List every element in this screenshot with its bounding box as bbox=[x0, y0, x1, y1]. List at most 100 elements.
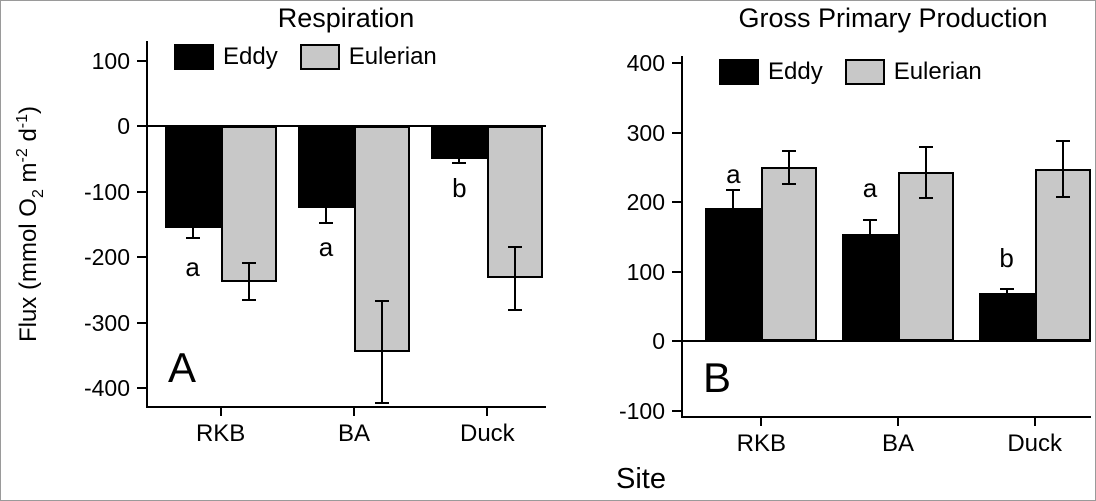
legend-label: Eddy bbox=[768, 58, 823, 85]
y-tick bbox=[137, 125, 146, 128]
error-bar-cap bbox=[726, 189, 741, 192]
panel-label: A bbox=[168, 344, 197, 391]
y-tick-label: -100 bbox=[618, 398, 665, 425]
x-category-label: RKB bbox=[195, 420, 246, 447]
bar-eddy-rkb bbox=[705, 207, 762, 342]
legend: Eddy Eulerian bbox=[719, 58, 982, 86]
x-tick bbox=[897, 418, 899, 426]
x-axis-label: Site bbox=[616, 463, 666, 495]
error-bar-cap bbox=[508, 308, 523, 311]
y-axis-label-part: Flux (mmol O bbox=[15, 198, 42, 343]
x-axis-line bbox=[146, 406, 546, 408]
legend: Eddy Eulerian bbox=[174, 43, 437, 71]
bar-eulerian-rkb bbox=[761, 167, 818, 342]
error-bar-cap bbox=[375, 402, 389, 405]
y-axis-label-part: ) bbox=[15, 105, 42, 114]
x-category-label: BA bbox=[337, 420, 370, 447]
y-tick-label: 400 bbox=[626, 49, 665, 76]
y-axis-label-part: d bbox=[15, 128, 42, 149]
y-axis-label: Flux (mmol O2 m-2 d-1) bbox=[14, 106, 48, 342]
y-tick-label: -200 bbox=[83, 244, 130, 271]
error-bar-cap bbox=[241, 262, 256, 265]
y-tick-label: -100 bbox=[83, 178, 130, 205]
panel-b-title: Gross Primary Production bbox=[738, 3, 1048, 33]
error-bar-cap bbox=[1055, 195, 1070, 198]
x-tick bbox=[1033, 418, 1036, 426]
y-axis-label-part: 2 bbox=[30, 189, 47, 199]
error-bar-line bbox=[381, 301, 383, 404]
legend-swatch-eddy bbox=[719, 59, 759, 85]
bar-eddy-duck bbox=[978, 292, 1035, 342]
error-bar-cap bbox=[782, 183, 797, 186]
y-tick-label: -400 bbox=[83, 375, 130, 402]
x-tick bbox=[219, 408, 222, 416]
y-tick bbox=[672, 131, 681, 134]
error-bar-cap bbox=[919, 145, 933, 148]
y-tick bbox=[137, 256, 146, 259]
y-tick bbox=[137, 59, 146, 62]
y-tick-label: 0 bbox=[117, 113, 130, 140]
gross-primary-production-plot: 400 300 200 100 0 -100 RKB a BA a Duck b Eddy Euleria… bbox=[619, 50, 1091, 457]
x-category-label: BA bbox=[881, 430, 914, 457]
error-bar-line bbox=[458, 155, 461, 163]
y-tick bbox=[672, 270, 681, 273]
error-bar-cap bbox=[452, 161, 467, 164]
significance-letter: a bbox=[318, 232, 334, 263]
x-tick bbox=[353, 408, 355, 416]
error-bar-cap bbox=[375, 300, 389, 303]
y-axis-label-part: -1 bbox=[14, 113, 31, 129]
y-axis-line bbox=[146, 41, 148, 408]
x-axis-line bbox=[681, 416, 1091, 418]
error-bar-cap bbox=[185, 236, 200, 239]
y-axis-line bbox=[681, 56, 683, 418]
y-tick-label: 100 bbox=[626, 258, 665, 285]
x-category-label: RKB bbox=[736, 430, 786, 457]
x-category-label: Duck bbox=[1007, 430, 1062, 457]
error-bar-line bbox=[869, 219, 871, 248]
legend-swatch-eulerian bbox=[299, 44, 340, 70]
error-bar-line bbox=[732, 190, 735, 226]
error-bar-line bbox=[1061, 140, 1064, 197]
error-bar-cap bbox=[1055, 139, 1070, 142]
error-bar-line bbox=[1005, 288, 1008, 297]
y-axis-label-part: -2 bbox=[14, 148, 31, 163]
error-bar-cap bbox=[319, 192, 333, 195]
significance-letter: b bbox=[452, 173, 467, 204]
legend-label: Eulerian bbox=[893, 58, 982, 85]
y-tick bbox=[137, 190, 146, 193]
legend-swatch-eddy bbox=[174, 44, 214, 70]
error-bar-line bbox=[247, 263, 250, 300]
y-axis-label-part: m bbox=[15, 162, 42, 190]
y-tick bbox=[672, 340, 681, 343]
error-bar-cap bbox=[999, 287, 1014, 290]
x-category-label: Duck bbox=[459, 420, 515, 447]
y-tick-label: 300 bbox=[626, 119, 665, 146]
y-tick-label: -300 bbox=[83, 309, 130, 336]
error-bar-line bbox=[514, 246, 517, 310]
zero-line bbox=[681, 340, 1091, 343]
y-tick bbox=[137, 387, 146, 390]
significance-letter: a bbox=[185, 252, 200, 283]
respiration-plot: 100 0 -100 -200 -300 -400 RKB a BA a Duck b Eddy Eule… bbox=[84, 41, 546, 447]
legend-swatch-eulerian bbox=[844, 59, 885, 85]
legend-item-eddy: Eddy bbox=[174, 43, 278, 71]
x-tick bbox=[486, 408, 489, 416]
panel-a-title: Respiration bbox=[277, 3, 415, 33]
error-bar-cap bbox=[782, 149, 797, 152]
legend-item-eddy: Eddy bbox=[719, 58, 823, 86]
error-bar-line bbox=[325, 193, 327, 223]
y-tick bbox=[672, 201, 681, 204]
x-tick bbox=[760, 418, 763, 426]
y-tick-label: 0 bbox=[652, 328, 665, 355]
error-bar-line bbox=[925, 146, 927, 198]
error-bar-cap bbox=[508, 245, 523, 248]
error-bar-cap bbox=[863, 246, 877, 249]
error-bar-line bbox=[191, 217, 194, 238]
legend-label: Eulerian bbox=[348, 43, 437, 70]
error-bar-line bbox=[788, 150, 791, 185]
significance-letter: a bbox=[862, 173, 878, 204]
y-tick bbox=[672, 61, 681, 64]
error-bar-cap bbox=[919, 197, 933, 199]
bar-eddy-ba bbox=[842, 233, 898, 342]
